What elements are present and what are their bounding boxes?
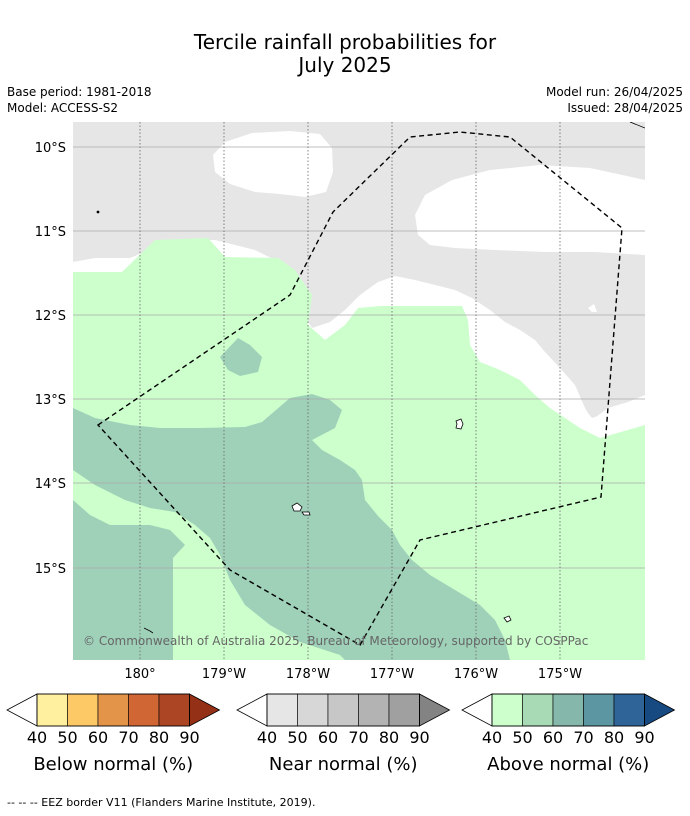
model-run-text: Model run: 26/04/2025 bbox=[545, 85, 683, 99]
footnote: -- -- -- EEZ border V11 (Flanders Marine… bbox=[7, 796, 316, 809]
colorbar-tick-label: 70 bbox=[118, 728, 138, 747]
base-period-text: Base period: 1981-2018 bbox=[7, 85, 152, 99]
colorbar-title: Above normal (%) bbox=[487, 754, 649, 775]
below-threshold-region-1 bbox=[213, 131, 333, 197]
colorbar-tick-label: 80 bbox=[379, 728, 399, 747]
island-1 bbox=[455, 418, 464, 430]
colorbar-tick-label: 50 bbox=[287, 728, 307, 747]
colorbar-segment bbox=[158, 693, 190, 727]
model-text: Model: ACCESS-S2 bbox=[7, 101, 119, 115]
colorbar-segment bbox=[128, 693, 160, 727]
island-5 bbox=[143, 627, 154, 634]
lon-label: 180° bbox=[124, 667, 155, 682]
colorbar-segment bbox=[36, 693, 68, 727]
meta-right: Model run: 26/04/2025 Issued: 28/04/2025 bbox=[546, 84, 683, 116]
page-title: Tercile rainfall probabilities for July … bbox=[0, 31, 690, 77]
colorbar-tick-label: 90 bbox=[179, 728, 199, 747]
colorbar-tick-label: 70 bbox=[573, 728, 593, 747]
colorbar-segment bbox=[327, 693, 359, 727]
colorbar-segment bbox=[297, 693, 329, 727]
colorbar-tick-label: 60 bbox=[88, 728, 108, 747]
lon-label: 176°W bbox=[454, 667, 498, 682]
colorbar-tick-label: 40 bbox=[257, 728, 277, 747]
lat-label: 14°S bbox=[35, 477, 66, 492]
colorbar-outline bbox=[266, 693, 420, 727]
lon-label: 178°W bbox=[286, 667, 330, 682]
colorbar-segment bbox=[388, 693, 420, 727]
graticule bbox=[73, 146, 645, 569]
colorbar-segment bbox=[491, 693, 523, 727]
colorbar-tick-label: 60 bbox=[318, 728, 338, 747]
map-area: © Commonwealth of Australia 2025, Bureau… bbox=[73, 122, 645, 660]
island-2 bbox=[291, 502, 303, 512]
below-threshold-region-3 bbox=[470, 300, 645, 440]
title-line-1: Tercile rainfall probabilities for bbox=[193, 30, 497, 54]
meridians bbox=[139, 122, 561, 660]
below-threshold-region-4 bbox=[588, 304, 597, 312]
colorbar-extend-low bbox=[6, 693, 38, 727]
longitude-labels: 180° 179°W 178°W 177°W 176°W 175°W bbox=[124, 667, 582, 682]
colorbar-tick-label: 40 bbox=[482, 728, 502, 747]
colorbar-legends: 40 50 60 70 80 90 Below normal (%) 40 50 60 70 80 90… bbox=[6, 693, 676, 775]
colorbar-segment bbox=[358, 693, 390, 727]
island-6 bbox=[96, 210, 100, 214]
meta-left: Base period: 1981-2018 Model: ACCESS-S2 bbox=[7, 84, 152, 116]
lon-label: 175°W bbox=[538, 667, 582, 682]
colorbar-extend-high bbox=[189, 693, 221, 727]
colorbar-segment bbox=[613, 693, 645, 727]
colorbar-outline bbox=[491, 693, 645, 727]
colorbar-segment bbox=[67, 693, 99, 727]
lat-label: 10°S bbox=[35, 141, 66, 156]
title-line-2: July 2025 bbox=[298, 53, 392, 77]
colorbar-tick-label: 80 bbox=[149, 728, 169, 747]
above-normal-50-region-small bbox=[220, 338, 262, 376]
colorbar-extend-low bbox=[461, 693, 493, 727]
colorbar-tick-label: 40 bbox=[27, 728, 47, 747]
colorbar-tick-label: 70 bbox=[348, 728, 368, 747]
colorbar-outline bbox=[36, 693, 190, 727]
colorbar-tick-label: 90 bbox=[634, 728, 654, 747]
above-normal-50-region-mask bbox=[73, 470, 345, 660]
eez-border bbox=[96, 131, 623, 646]
colorbar-segment bbox=[97, 693, 129, 727]
colorbar-extend-low bbox=[236, 693, 268, 727]
lat-label: 13°S bbox=[35, 393, 66, 408]
colorbar-extend-high bbox=[419, 693, 451, 727]
colorbar-2: 40 50 60 70 80 90 Near normal (%) bbox=[236, 693, 451, 775]
lon-label: 177°W bbox=[370, 667, 414, 682]
colorbar-1: 40 50 60 70 80 90 Below normal (%) bbox=[6, 693, 221, 775]
island-7 bbox=[629, 122, 645, 129]
colorbar-segment bbox=[552, 693, 584, 727]
colorbar-title: Below normal (%) bbox=[33, 754, 193, 775]
latitude-labels: 10°S 11°S 12°S 13°S 14°S 15°S bbox=[35, 141, 66, 577]
colorbar-title: Near normal (%) bbox=[269, 754, 418, 775]
lon-label: 179°W bbox=[202, 667, 246, 682]
colorbar-extend-high bbox=[644, 693, 676, 727]
below-threshold-region-2 bbox=[415, 165, 645, 255]
colorbar-tick-label: 60 bbox=[543, 728, 563, 747]
islands bbox=[96, 122, 645, 634]
copyright-text: © Commonwealth of Australia 2025, Bureau… bbox=[83, 634, 588, 648]
colorbar-tick-label: 90 bbox=[409, 728, 429, 747]
island-3 bbox=[301, 511, 311, 516]
lat-label: 15°S bbox=[35, 562, 66, 577]
colorbar-tick-label: 50 bbox=[512, 728, 532, 747]
colorbar-3: 40 50 60 70 80 90 Above normal (%) bbox=[461, 693, 676, 775]
lat-label: 12°S bbox=[35, 309, 66, 324]
colorbar-segment bbox=[522, 693, 554, 727]
colorbar-tick-label: 50 bbox=[57, 728, 77, 747]
colorbar-tick-label: 80 bbox=[604, 728, 624, 747]
issued-text: Issued: 28/04/2025 bbox=[567, 101, 683, 115]
lat-label: 11°S bbox=[35, 225, 66, 240]
colorbar-segment bbox=[583, 693, 615, 727]
colorbar-segment bbox=[266, 693, 298, 727]
island-4 bbox=[503, 615, 512, 623]
